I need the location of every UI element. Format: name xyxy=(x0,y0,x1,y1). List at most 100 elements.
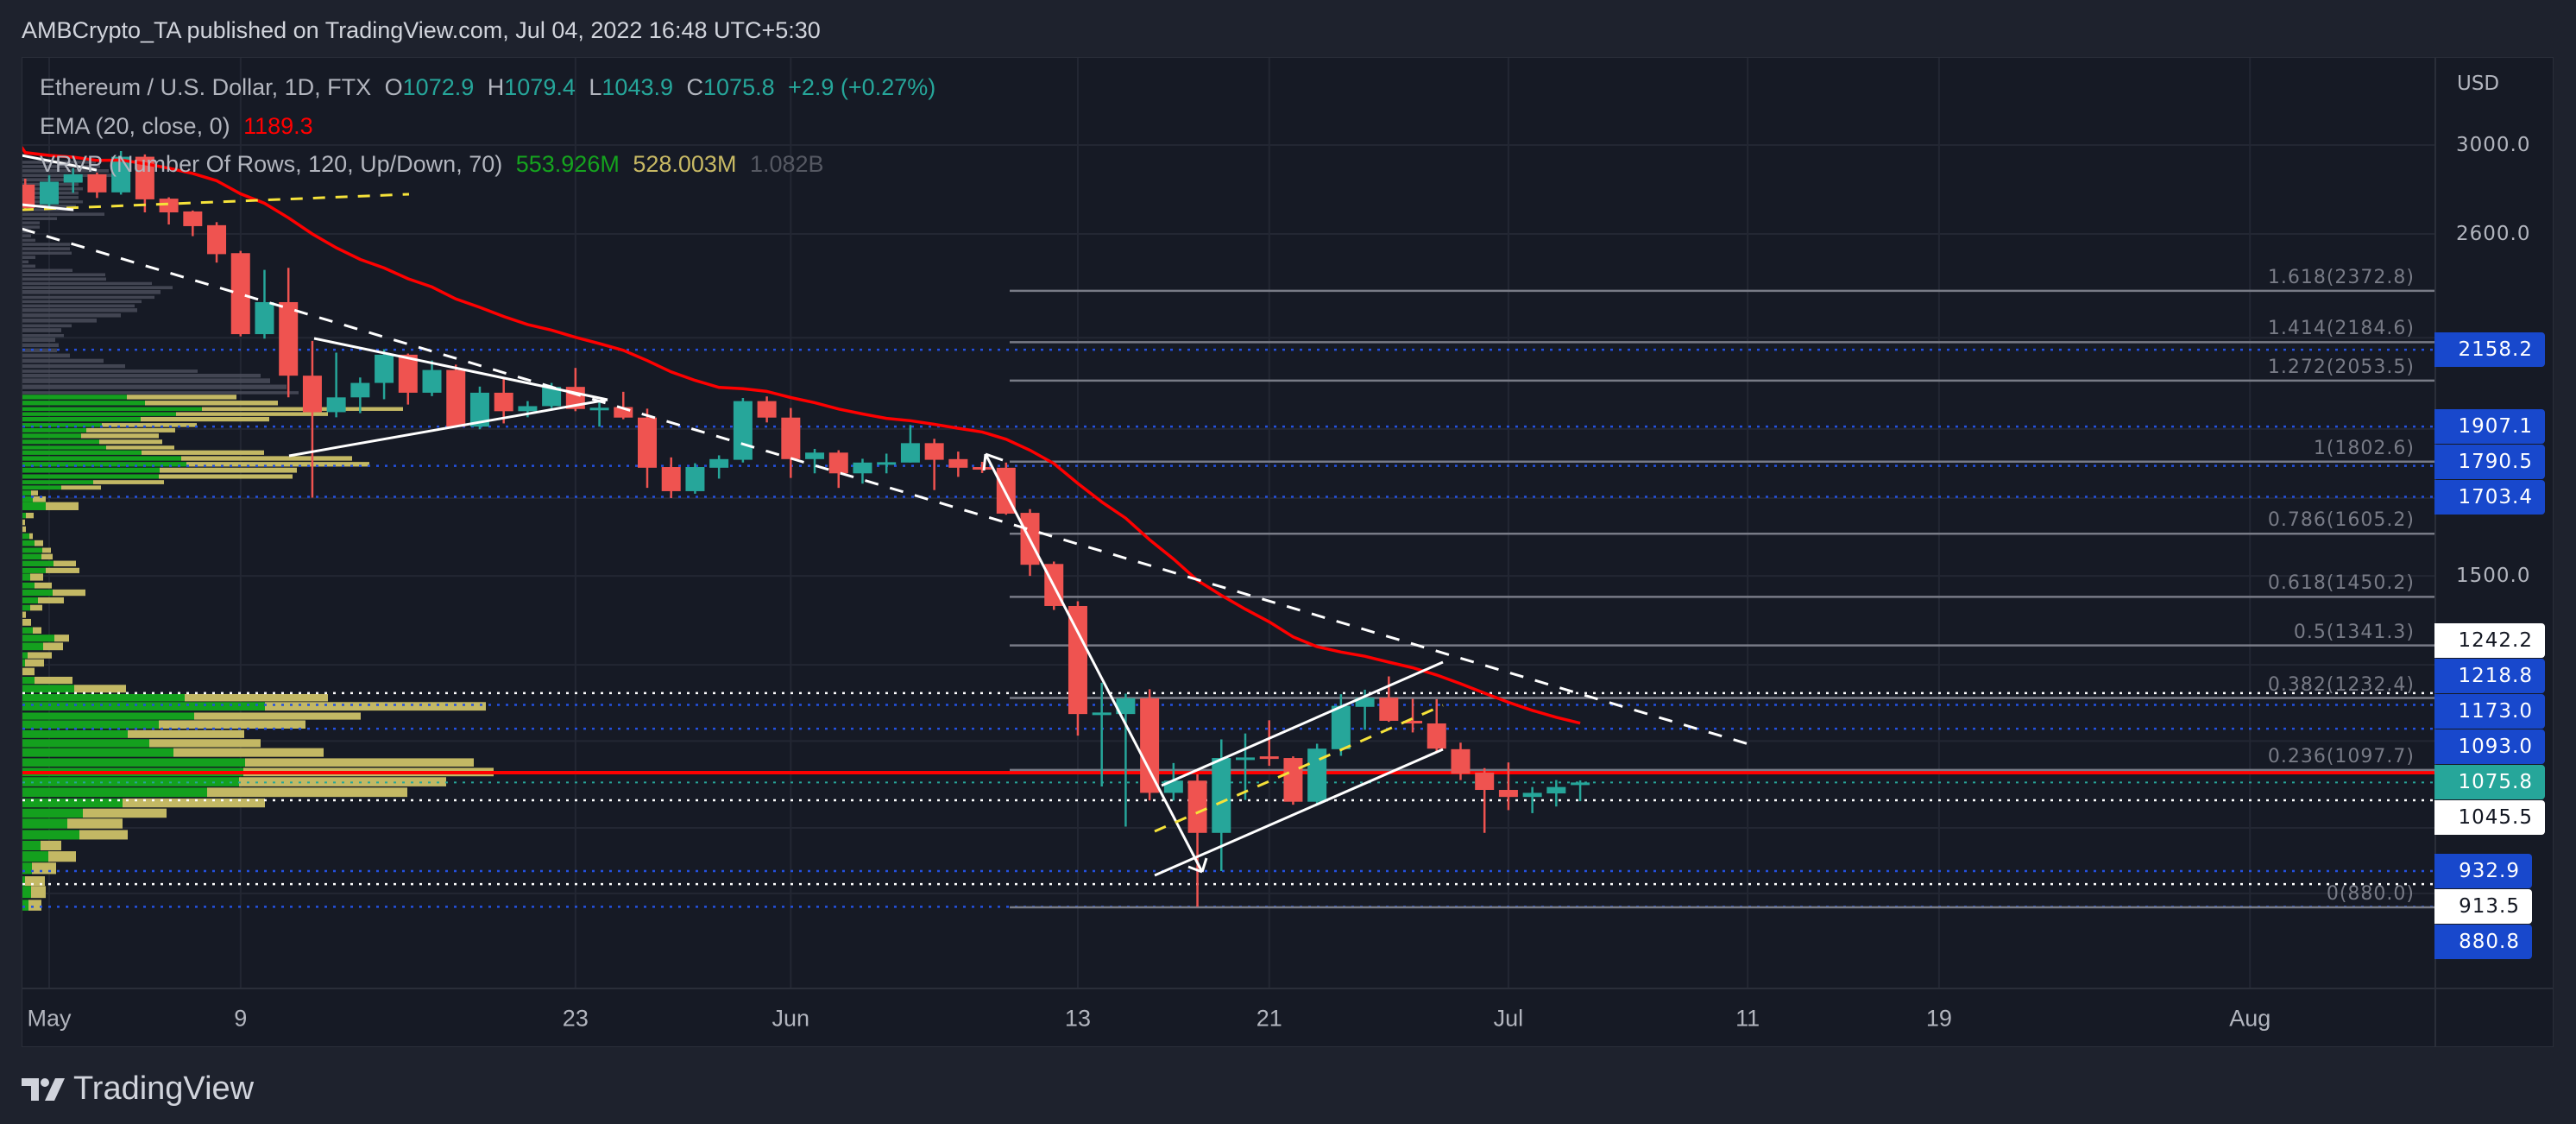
yellow-dashed-line xyxy=(22,193,410,212)
volume-row-down xyxy=(74,685,126,693)
volume-row-outside-value-area xyxy=(22,319,97,323)
volume-row-up xyxy=(22,490,31,496)
candle xyxy=(1283,756,1303,805)
candle-body xyxy=(1259,756,1279,760)
candle xyxy=(614,391,633,420)
candle-body xyxy=(1307,748,1327,802)
time-label[interactable]: Aug xyxy=(2229,1005,2271,1032)
volume-row-outside-value-area xyxy=(22,260,28,264)
low-label: L xyxy=(589,74,602,100)
volume-row-outside-value-area xyxy=(22,369,198,373)
volume-row-up xyxy=(22,642,43,651)
legend-ema-row[interactable]: EMA (20, close, 0) 1189.3 xyxy=(40,113,320,140)
price-marker-blue[interactable]: 880.8 xyxy=(2434,925,2532,959)
volume-row-up xyxy=(22,729,128,738)
symbol-name[interactable]: Ethereum / U.S. Dollar, 1D, FTX xyxy=(40,74,372,100)
volume-row-down xyxy=(25,659,44,667)
volume-row-up xyxy=(22,423,102,427)
volume-row-up xyxy=(22,597,38,603)
price-marker-blue[interactable]: 1907.1 xyxy=(2434,408,2545,444)
volume-row-down xyxy=(33,496,46,502)
volume-row-outside-value-area xyxy=(22,378,270,383)
candle xyxy=(398,353,418,405)
volume-row-down xyxy=(41,840,61,851)
volume-row-down xyxy=(28,652,52,659)
price-marker-blue[interactable]: 1790.5 xyxy=(2434,444,2545,479)
price-marker-blue[interactable]: 2158.2 xyxy=(2434,332,2545,368)
volume-row-down xyxy=(22,611,26,618)
volume-row-down xyxy=(81,433,159,439)
price-marker-blue[interactable]: 932.9 xyxy=(2434,854,2532,888)
time-label[interactable]: May xyxy=(27,1005,72,1032)
publish-info: AMBCrypto_TA published on TradingView.co… xyxy=(22,17,821,43)
volume-row-up xyxy=(22,693,185,702)
time-label[interactable]: 13 xyxy=(1064,1005,1091,1032)
volume-row-outside-value-area xyxy=(22,343,59,348)
candle xyxy=(422,360,442,396)
candle-body xyxy=(1236,757,1255,761)
volume-row-down xyxy=(22,526,26,533)
price-marker-current[interactable]: 1075.8 xyxy=(2434,765,2545,800)
chart-pane[interactable] xyxy=(22,57,2554,1047)
candle xyxy=(1068,601,1087,736)
volume-row-down xyxy=(38,597,64,603)
price-marker-blue[interactable]: 1703.4 xyxy=(2434,479,2545,515)
volume-row-outside-value-area xyxy=(22,391,299,395)
price-marker-white[interactable]: 1045.5 xyxy=(2434,800,2545,836)
volume-row-outside-value-area xyxy=(22,221,40,224)
price-marker-blue[interactable]: 1093.0 xyxy=(2434,729,2545,765)
candle xyxy=(255,269,274,339)
candle-body xyxy=(1379,698,1399,721)
candle-body xyxy=(948,458,968,468)
time-label[interactable]: Jun xyxy=(772,1005,810,1032)
vrvp-label[interactable]: VRVP (Number Of Rows, 120, Up/Down, 70) xyxy=(40,151,503,177)
candle-body xyxy=(1092,712,1112,716)
arrow-line xyxy=(984,453,1204,873)
time-label[interactable]: 23 xyxy=(562,1005,589,1032)
time-label[interactable]: 11 xyxy=(1735,1005,1760,1032)
volume-row-down xyxy=(102,423,197,427)
price-marker-blue[interactable]: 1218.8 xyxy=(2434,659,2545,694)
high-label: H xyxy=(487,74,505,100)
tradingview-logo-text: TradingView xyxy=(73,1070,255,1107)
vrvp-up-volume: 553.926M xyxy=(515,151,620,177)
price-marker-blue[interactable]: 1173.0 xyxy=(2434,694,2545,729)
time-label[interactable]: Jul xyxy=(1493,1005,1524,1032)
candle-body xyxy=(1331,705,1351,749)
volume-row-up xyxy=(22,808,83,818)
currency-label[interactable]: USD xyxy=(2457,73,2500,95)
candle-body xyxy=(375,354,394,383)
tradingview-logo-icon xyxy=(22,1077,65,1101)
volume-row-down xyxy=(42,547,51,553)
tradingview-logo[interactable]: TradingView xyxy=(22,1070,254,1108)
trendline-drawings[interactable] xyxy=(22,154,1755,877)
legend-vrvp-row[interactable]: VRVP (Number Of Rows, 120, Up/Down, 70) … xyxy=(40,151,831,178)
volume-row-outside-value-area xyxy=(22,384,287,389)
candle xyxy=(111,150,131,195)
candle-body xyxy=(1546,786,1566,794)
volume-row-up xyxy=(22,787,207,798)
ema-label[interactable]: EMA (20, close, 0) xyxy=(40,113,230,139)
volume-row-up xyxy=(22,712,194,720)
candle-body xyxy=(87,174,107,193)
volume-row-up xyxy=(22,407,202,411)
price-marker-white[interactable]: 913.5 xyxy=(2434,889,2532,924)
time-label[interactable]: 19 xyxy=(1925,1005,1952,1032)
time-label[interactable]: 9 xyxy=(234,1005,248,1032)
price-marker-white[interactable]: 1242.2 xyxy=(2434,623,2545,659)
time-label[interactable]: 21 xyxy=(1256,1005,1282,1032)
volume-row-outside-value-area xyxy=(22,178,83,182)
volume-row-up xyxy=(22,480,93,484)
volume-row-up xyxy=(22,777,239,786)
candle-body xyxy=(805,452,825,459)
candle-body xyxy=(685,467,705,491)
volume-row-down xyxy=(142,450,264,455)
volume-row-down xyxy=(160,467,297,473)
volume-row-outside-value-area xyxy=(22,256,35,259)
volume-row-down xyxy=(35,582,52,589)
fib-level-label: 1.414(2184.6) xyxy=(2267,318,2415,340)
candle xyxy=(326,352,346,418)
fib-level-label: 0.618(1450.2) xyxy=(2267,572,2415,595)
volume-row-up xyxy=(22,412,176,416)
